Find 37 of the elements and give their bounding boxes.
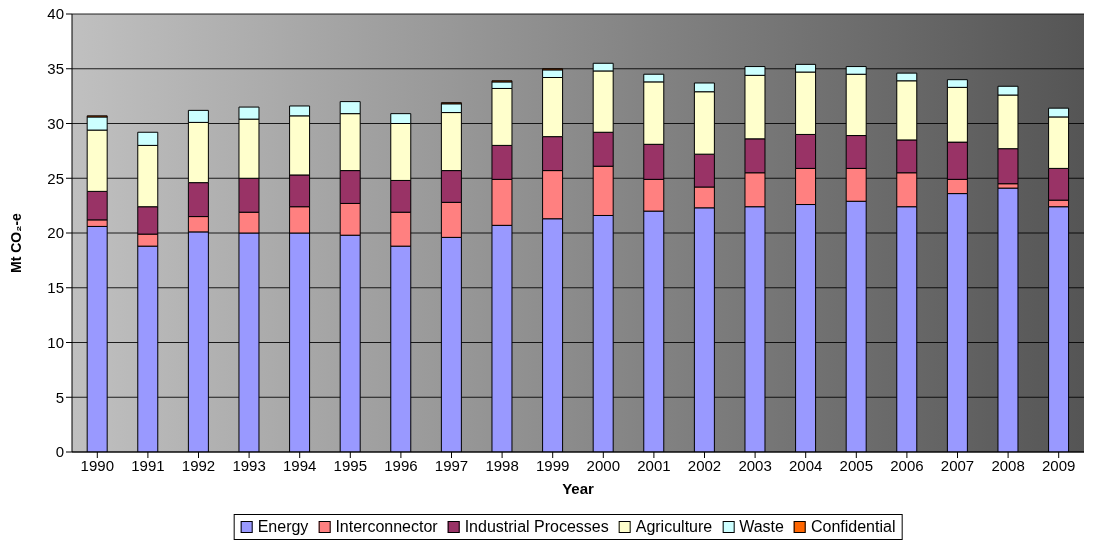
x-tick-label: 1997 [434, 456, 469, 474]
y-tick-label: 10 [47, 333, 64, 351]
legend-label: Agriculture [635, 518, 713, 536]
y-tick-label: 25 [47, 169, 64, 187]
x-tick-label: 1990 [80, 456, 114, 474]
x-tick-label: 1992 [181, 456, 216, 474]
legend-label: Energy [257, 518, 309, 536]
x-tick-label: 2000 [586, 456, 620, 474]
x-tick-label: 1994 [283, 456, 317, 474]
y-tick-label: 30 [47, 114, 64, 132]
y-tick-label: 15 [47, 279, 64, 297]
x-tick-label: 2004 [789, 456, 823, 474]
x-tick-label: 2007 [940, 456, 975, 474]
y-tick-label: 0 [55, 443, 64, 461]
legend-label: Interconnector [335, 518, 438, 536]
y-tick-label: 40 [47, 5, 64, 23]
y-axis-title: Mt CO₂-e [7, 212, 24, 273]
x-tick-label: 1998 [485, 456, 519, 474]
x-tick-label: 1993 [232, 456, 266, 474]
legend-label: Confidential [810, 518, 896, 536]
x-tick-label: 1996 [384, 456, 418, 474]
x-tick-label: 2001 [637, 456, 671, 474]
x-tick-label: 2008 [991, 456, 1025, 474]
x-tick-label: 2009 [1042, 456, 1076, 474]
legend-label: Waste [739, 518, 784, 536]
x-tick-label: 2003 [738, 456, 772, 474]
y-tick-label: 20 [47, 224, 64, 242]
x-tick-label: 1999 [536, 456, 570, 474]
y-tick-label: 5 [55, 388, 64, 406]
x-tick-label: 2005 [839, 456, 873, 474]
x-tick-label: 1991 [131, 456, 165, 474]
y-tick-label: 35 [47, 60, 64, 78]
x-tick-label: 1995 [333, 456, 367, 474]
x-axis-title: Year [562, 480, 595, 497]
legend-label: Industrial Processes [464, 518, 609, 536]
x-tick-label: 2006 [890, 456, 924, 474]
x-tick-label: 2002 [687, 456, 722, 474]
